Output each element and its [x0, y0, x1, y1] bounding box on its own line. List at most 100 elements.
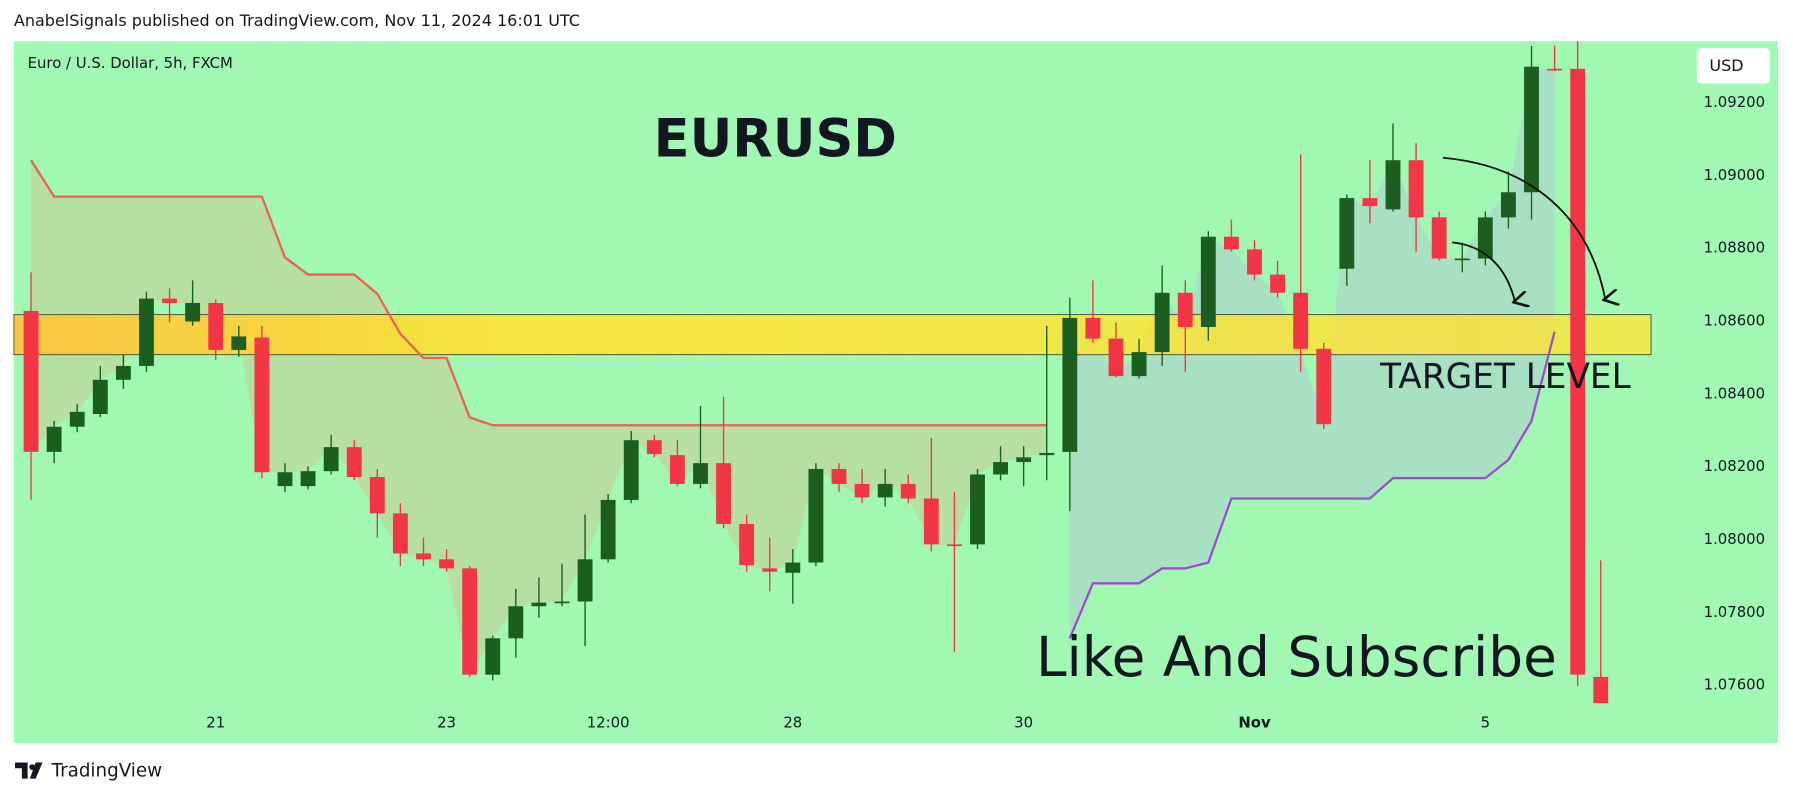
- candle-body: [1154, 292, 1170, 353]
- candle-body: [600, 499, 616, 560]
- candle-body: [1385, 160, 1401, 210]
- logo-mark: [15, 762, 28, 779]
- annotation: Like And Subscribe: [1036, 625, 1557, 689]
- candle-body: [300, 471, 316, 487]
- chart-title: EURUSD: [654, 108, 897, 169]
- candle-body: [416, 553, 431, 560]
- candle-body: [1477, 217, 1493, 259]
- axis-layer: 1.09200 1.09000 1.08800 1.08600 1.08400 1.082…: [206, 93, 1765, 732]
- annotation: TARGET LEVEL: [1379, 357, 1631, 397]
- candle-body: [1223, 236, 1239, 250]
- candle-layer: [23, 41, 1609, 704]
- candle-body: [623, 440, 639, 500]
- candle-body: [69, 411, 85, 427]
- candle-body: [762, 568, 778, 572]
- candle-body: [323, 447, 339, 472]
- candle-body: [277, 472, 293, 487]
- currency-box: [1696, 48, 1770, 84]
- candle-body: [1316, 348, 1332, 425]
- x-tick-label: 23: [437, 714, 456, 732]
- y-tick-label: 1.08800: [1704, 239, 1765, 257]
- candle-body: [1547, 68, 1563, 71]
- brand-logo: [15, 762, 43, 779]
- candle-body: [1570, 68, 1586, 675]
- candle-body: [485, 638, 501, 675]
- x-tick-label: 12:00: [587, 714, 630, 732]
- candle-body: [439, 559, 454, 569]
- candle-body: [693, 463, 708, 484]
- arrow: [1452, 241, 1515, 301]
- candle-body: [1524, 66, 1539, 193]
- candle-body: [716, 463, 731, 524]
- candle-body: [1270, 274, 1286, 293]
- cloud-layer: [31, 66, 1555, 675]
- candle-body: [1247, 249, 1262, 275]
- candle-body: [854, 483, 870, 498]
- candle-body: [1108, 338, 1124, 377]
- target-zone: [13, 314, 1652, 356]
- candle-body: [162, 298, 177, 303]
- candle-body: [92, 379, 108, 415]
- candle-body: [1200, 236, 1216, 327]
- candle-body: [739, 523, 755, 566]
- candle-body: [1362, 198, 1378, 207]
- candle-body: [993, 462, 1009, 475]
- candle-body: [785, 562, 801, 573]
- x-tick-label: Nov: [1238, 714, 1271, 732]
- overlay-layer: [30, 159, 1556, 639]
- candle-body: [554, 601, 570, 604]
- candle-body: [1339, 198, 1355, 269]
- x-tick-label: 21: [206, 714, 225, 732]
- publish-header: AnabelSignals published on TradingView.c…: [14, 11, 580, 30]
- x-tick-label: 5: [1481, 714, 1490, 732]
- candle-body: [1177, 292, 1193, 327]
- brand-name: TradingView: [51, 761, 163, 782]
- candle-body: [208, 302, 224, 350]
- y-tick-label: 1.09000: [1704, 166, 1765, 184]
- candle-body: [923, 498, 939, 545]
- candle-body: [1408, 160, 1424, 218]
- cloud-fill: [1069, 66, 1555, 639]
- candle-body: [808, 468, 824, 563]
- candle-body: [669, 455, 685, 484]
- candle-body: [577, 559, 593, 602]
- candle-body: [231, 336, 247, 350]
- candle-body: [646, 440, 662, 455]
- x-tick-label: 28: [783, 714, 802, 732]
- y-tick-label: 1.07800: [1704, 603, 1765, 621]
- currency-label: USD: [1709, 56, 1743, 75]
- candle-body: [1062, 317, 1078, 452]
- candle-body: [508, 606, 524, 639]
- y-tick-label: 1.08200: [1704, 457, 1765, 475]
- candle-body: [185, 302, 201, 322]
- candle-body: [946, 544, 962, 547]
- candle-body: [1131, 352, 1147, 377]
- y-tick-label: 1.08000: [1704, 530, 1765, 548]
- candle-body: [877, 483, 893, 498]
- candle-body: [115, 365, 131, 380]
- candle-body: [1016, 457, 1032, 463]
- y-tick-label: 1.08400: [1704, 384, 1765, 402]
- candle-body: [831, 468, 847, 484]
- y-tick-label: 1.09200: [1704, 93, 1765, 111]
- candle-body: [1500, 192, 1516, 218]
- candle-body: [392, 513, 408, 554]
- candle-body: [346, 447, 362, 477]
- candle-body: [46, 426, 62, 452]
- candle-body: [1431, 217, 1447, 259]
- candle-body: [1293, 292, 1309, 349]
- candle-body: [1593, 676, 1609, 704]
- indicator-line: [30, 159, 1047, 427]
- candle-body: [1085, 317, 1101, 339]
- candle-body: [369, 476, 385, 514]
- candle-body: [900, 483, 916, 499]
- candle-body: [1454, 258, 1470, 261]
- candle-body: [139, 298, 154, 366]
- indicator-line: [1068, 331, 1556, 639]
- candle-body: [462, 568, 478, 675]
- y-tick-label: 1.07600: [1704, 676, 1765, 694]
- zone-layer: [13, 314, 1652, 356]
- symbol-label: Euro / U.S. Dollar, 5h, FXCM: [28, 54, 233, 72]
